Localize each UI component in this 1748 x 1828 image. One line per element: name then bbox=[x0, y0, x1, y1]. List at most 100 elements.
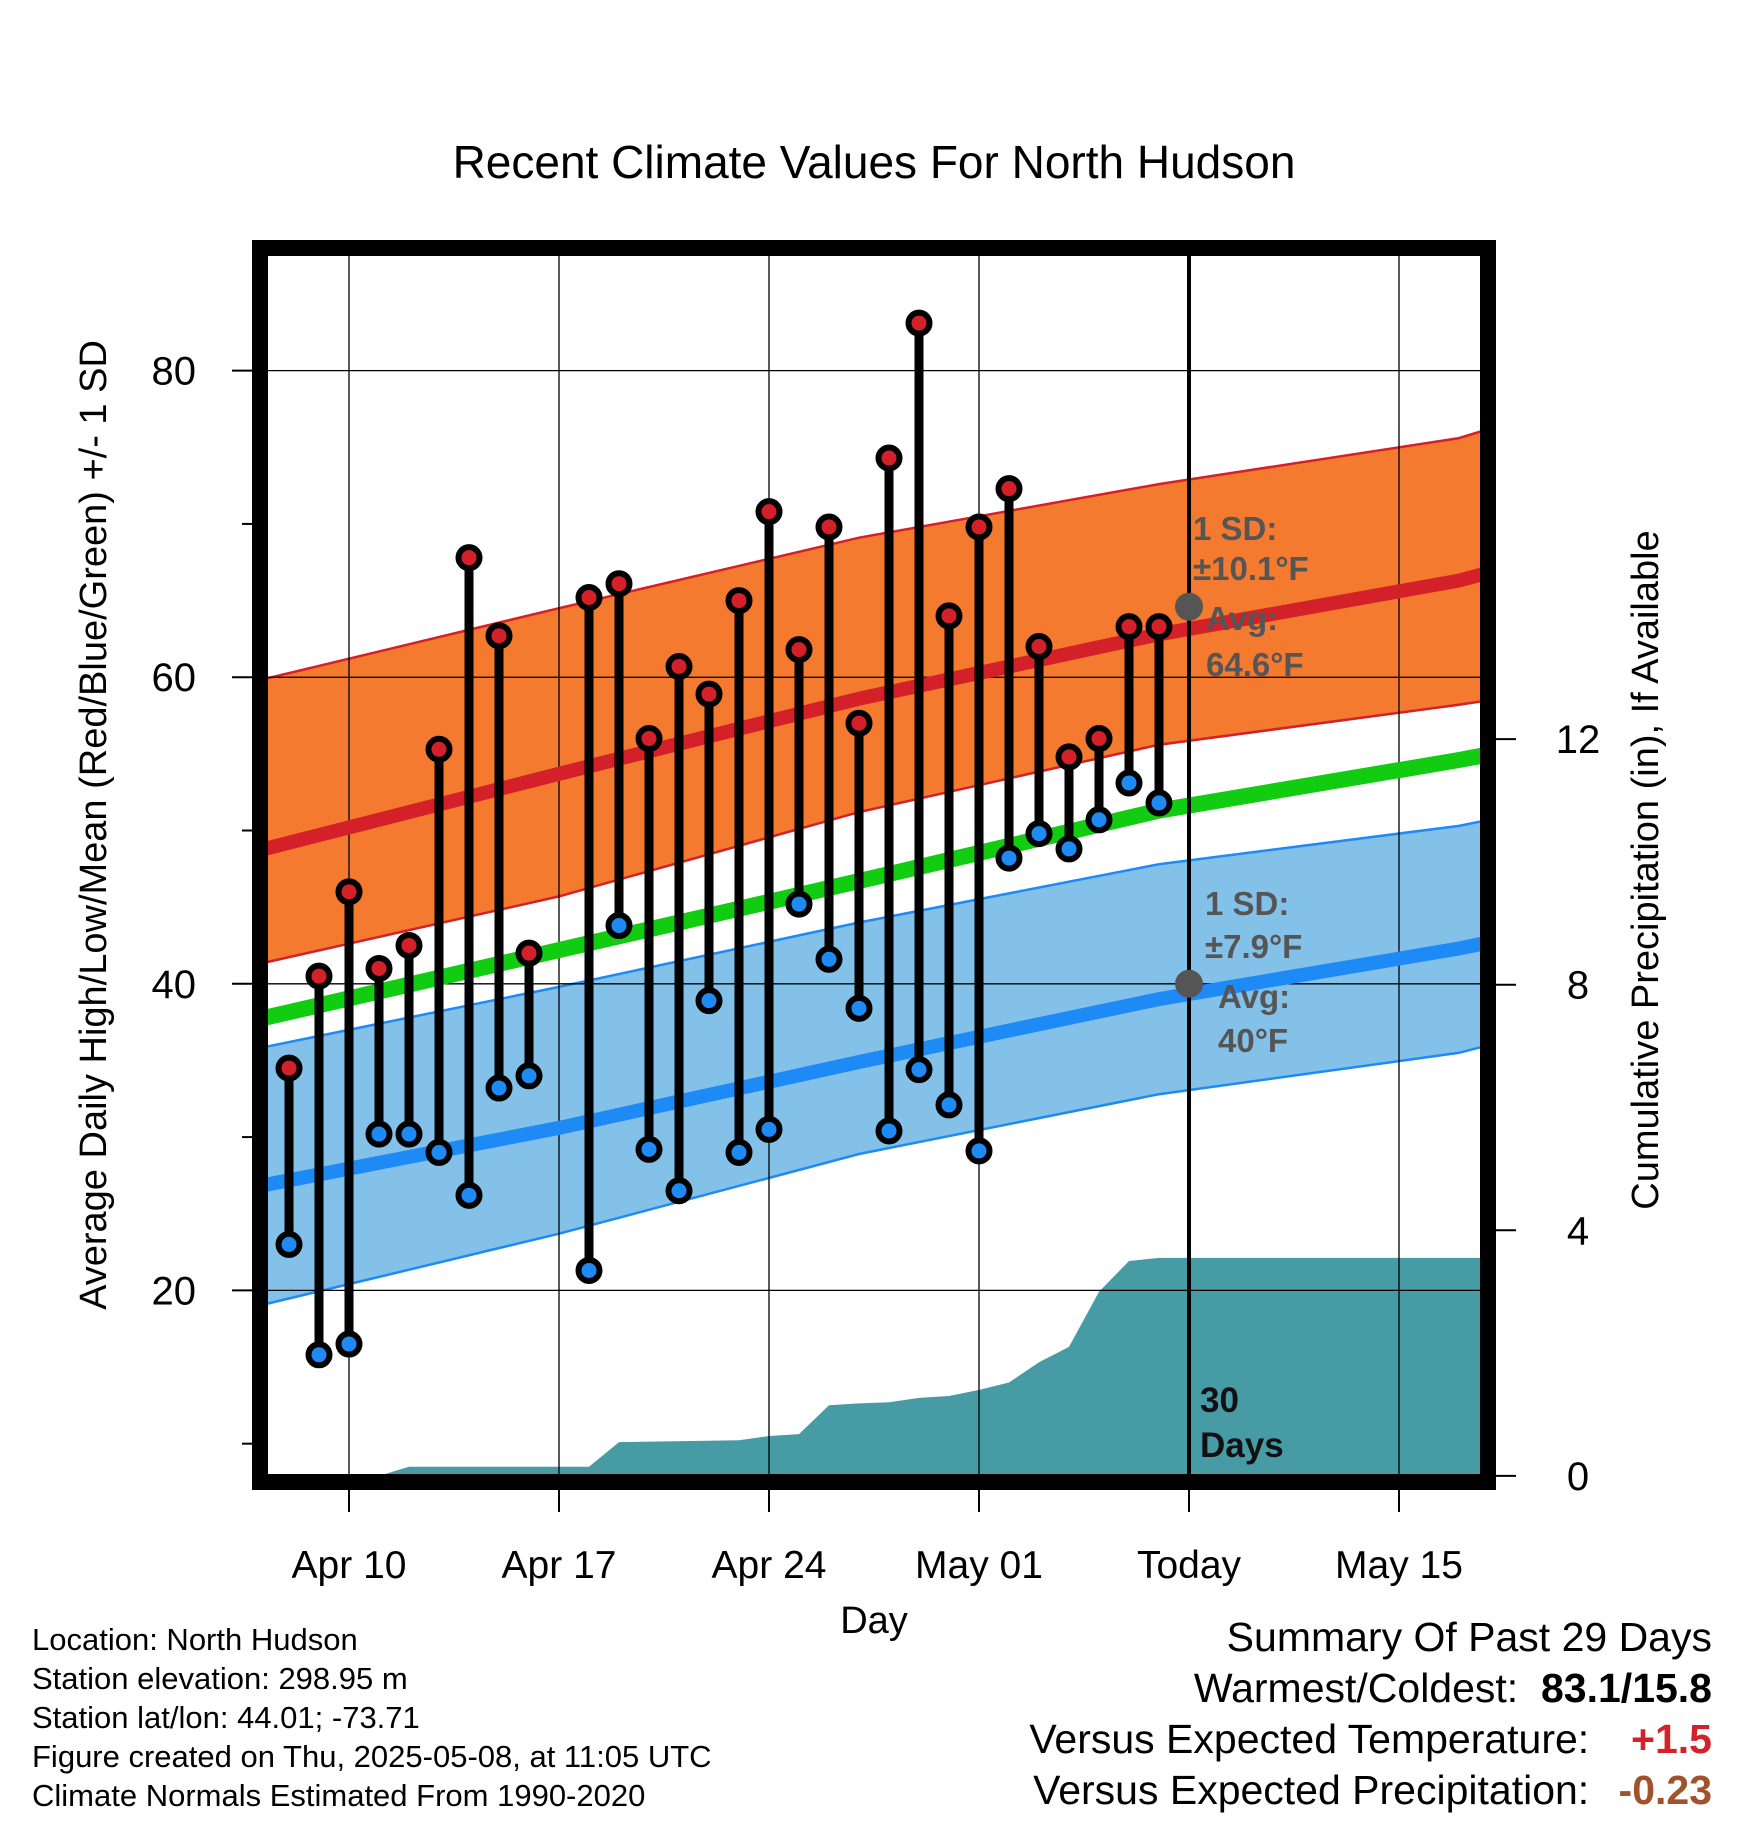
y-tick-label: 80 bbox=[152, 350, 197, 394]
x-tick-label: Apr 10 bbox=[292, 1544, 407, 1587]
summary-precip-row: Versus Expected Precipitation: -0.23 bbox=[1029, 1765, 1712, 1816]
daily-low-point bbox=[965, 1137, 993, 1165]
plot-frame bbox=[252, 240, 1496, 1490]
daily-low-point bbox=[935, 1091, 963, 1119]
daily-high-point bbox=[725, 587, 753, 615]
summary-title: Summary Of Past 29 Days bbox=[1226, 1614, 1712, 1660]
warmest-label: Warmest/Coldest: bbox=[1193, 1665, 1519, 1711]
daily-high-point bbox=[305, 962, 333, 990]
period-label-line1: 30 bbox=[1200, 1381, 1239, 1420]
daily-high-point bbox=[635, 725, 663, 753]
precip-area bbox=[260, 1257, 1488, 1482]
x-tick-label: Apr 17 bbox=[502, 1544, 617, 1587]
x-tick-label: May 01 bbox=[915, 1544, 1043, 1587]
daily-high-point bbox=[695, 680, 723, 708]
daily-high-point bbox=[335, 878, 363, 906]
summary-panel: Summary Of Past 29 Days Warmest/Coldest:… bbox=[1029, 1612, 1712, 1816]
station-elevation: Station elevation: 298.95 m bbox=[32, 1661, 408, 1696]
y-tick-label: 20 bbox=[152, 1269, 197, 1313]
chart-title: Recent Climate Values For North Hudson bbox=[453, 136, 1296, 188]
daily-low-point bbox=[275, 1230, 303, 1258]
daily-low-point bbox=[815, 945, 843, 973]
daily-low-point bbox=[905, 1056, 933, 1084]
y-tick-label: 60 bbox=[152, 656, 197, 700]
daily-high-point bbox=[605, 570, 633, 598]
daily-high-point bbox=[845, 709, 873, 737]
daily-high-point bbox=[275, 1054, 303, 1082]
x-axis-title: Day bbox=[840, 1600, 908, 1642]
high-avg-label: Avg: bbox=[1206, 600, 1278, 637]
x-tick-label: Apr 24 bbox=[712, 1544, 827, 1587]
daily-low-point bbox=[755, 1115, 783, 1143]
daily-low-point bbox=[875, 1117, 903, 1145]
daily-low-point bbox=[365, 1120, 393, 1148]
daily-high-point bbox=[395, 931, 423, 959]
x-tick-label: May 15 bbox=[1335, 1544, 1463, 1587]
y2-tick-label: 8 bbox=[1567, 964, 1589, 1008]
daily-high-point bbox=[485, 622, 513, 650]
summary-temp-row: Versus Expected Temperature: +1.5 bbox=[1029, 1714, 1712, 1765]
high-avg-value: 64.6°F bbox=[1206, 646, 1304, 683]
daily-low-point bbox=[785, 890, 813, 918]
daily-high-point bbox=[365, 954, 393, 982]
daily-low-point bbox=[635, 1135, 663, 1163]
daily-high-point bbox=[755, 498, 783, 526]
today-low-normal-marker bbox=[1175, 969, 1203, 998]
daily-high-point bbox=[1025, 633, 1053, 661]
low-band-upper-edge bbox=[260, 818, 1488, 1050]
daily-low-point bbox=[725, 1138, 753, 1166]
daily-low-point bbox=[1025, 820, 1053, 848]
low-sd-label: 1 SD: bbox=[1205, 885, 1289, 922]
daily-low-point bbox=[1085, 806, 1113, 834]
low-sd-value: ±7.9°F bbox=[1205, 928, 1302, 965]
daily-high-point bbox=[935, 602, 963, 630]
y2-tick-label: 12 bbox=[1556, 718, 1601, 762]
daily-high-point bbox=[425, 735, 453, 763]
daily-low-point bbox=[335, 1330, 363, 1358]
daily-high-point bbox=[995, 475, 1023, 503]
warmest-value: 83.1/15.8 bbox=[1541, 1665, 1712, 1711]
daily-low-point bbox=[1115, 769, 1143, 797]
daily-low-point bbox=[1055, 835, 1083, 863]
daily-low-point bbox=[695, 987, 723, 1015]
low-avg-value: 40°F bbox=[1218, 1022, 1288, 1059]
temp-value: +1.5 bbox=[1631, 1716, 1712, 1762]
station-info: Location: North Hudson Station elevation… bbox=[32, 1620, 712, 1815]
daily-low-point bbox=[425, 1138, 453, 1166]
figure-created: Figure created on Thu, 2025-05-08, at 11… bbox=[32, 1739, 712, 1774]
daily-low-point bbox=[605, 912, 633, 940]
daily-high-point bbox=[575, 584, 603, 612]
y2-axis-title: Cumulative Precipitation (in), If Availa… bbox=[1625, 530, 1667, 1209]
daily-high-point bbox=[665, 652, 693, 680]
daily-high-point bbox=[965, 513, 993, 541]
y2-tick-label: 0 bbox=[1567, 1455, 1589, 1499]
daily-low-point bbox=[485, 1074, 513, 1102]
daily-low-point bbox=[305, 1341, 333, 1369]
plot-inner bbox=[260, 248, 1488, 1482]
daily-high-point bbox=[455, 544, 483, 572]
daily-high-point bbox=[905, 309, 933, 337]
climate-normals-source: Climate Normals Estimated From 1990-2020 bbox=[32, 1778, 646, 1813]
daily-low-point bbox=[455, 1181, 483, 1209]
daily-high-point bbox=[1115, 613, 1143, 641]
daily-low-point bbox=[515, 1062, 543, 1090]
precip-label: Versus Expected Precipitation: bbox=[1033, 1767, 1590, 1813]
daily-high-point bbox=[875, 444, 903, 472]
period-label-line2: Days bbox=[1200, 1426, 1284, 1465]
daily-high-point bbox=[515, 939, 543, 967]
location-name: Location: North Hudson bbox=[32, 1622, 358, 1657]
y-axis-title: Average Daily High/Low/Mean (Red/Blue/Gr… bbox=[73, 340, 115, 1310]
precip-value: -0.23 bbox=[1618, 1767, 1712, 1813]
daily-high-point bbox=[1055, 743, 1083, 771]
daily-low-point bbox=[575, 1256, 603, 1284]
temp-label: Versus Expected Temperature: bbox=[1029, 1716, 1590, 1762]
daily-high-point bbox=[815, 513, 843, 541]
daily-low-point bbox=[1145, 789, 1173, 817]
y-tick-label: 40 bbox=[152, 963, 197, 1007]
x-tick-label: Today bbox=[1137, 1544, 1242, 1587]
daily-high-point bbox=[1145, 613, 1173, 641]
summary-warmest-row: Warmest/Coldest: 83.1/15.8 bbox=[1029, 1663, 1712, 1714]
daily-low-point bbox=[845, 994, 873, 1022]
